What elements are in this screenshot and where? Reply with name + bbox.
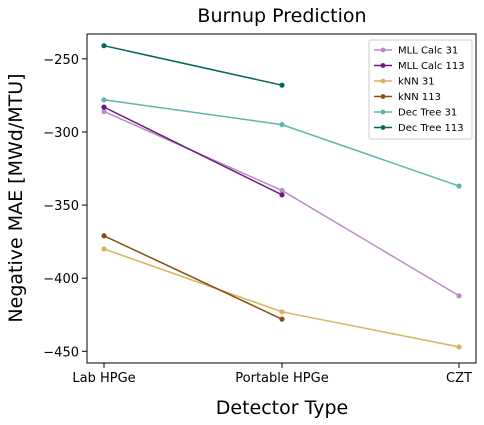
- y-axis: −250 −300 −350 −400 −450: [43, 53, 87, 360]
- data-point: [279, 192, 285, 198]
- data-point: [279, 316, 285, 322]
- data-point: [456, 344, 462, 350]
- y-tick-label: −250: [43, 53, 79, 68]
- legend-label: Dec Tree 31: [398, 108, 457, 119]
- chart-title: Burnup Prediction: [197, 5, 366, 27]
- data-point: [279, 309, 285, 315]
- y-axis-title: Negative MAE [MWd/MTU]: [5, 73, 27, 322]
- data-point: [456, 183, 462, 189]
- legend-label: Dec Tree 113: [398, 123, 464, 134]
- legend-marker: [380, 94, 386, 99]
- legend-label: kNN 31: [398, 77, 435, 88]
- legend-label: MLL Calc 31: [398, 46, 458, 57]
- legend-marker: [380, 125, 386, 130]
- series-line-3: [103, 235, 283, 320]
- data-point: [279, 187, 285, 194]
- x-axis: Lab HPGe Portable HPGe CZT: [72, 363, 472, 386]
- data-point: [101, 108, 107, 115]
- y-tick-label: −400: [43, 272, 79, 287]
- legend-label: MLL Calc 113: [398, 61, 465, 72]
- data-point: [101, 43, 107, 49]
- y-tick-label: −350: [43, 199, 79, 214]
- x-tick-label: CZT: [446, 371, 472, 386]
- data-point: [456, 293, 462, 299]
- data-point: [279, 82, 285, 88]
- plot-area: [101, 43, 462, 350]
- legend-box: [368, 39, 473, 140]
- legend-marker: [380, 109, 386, 115]
- series-line-1: [103, 106, 283, 196]
- data-point: [101, 104, 107, 110]
- y-tick-label: −300: [43, 126, 79, 141]
- legend-label: kNN 113: [398, 92, 441, 103]
- x-tick-label: Lab HPGe: [72, 371, 135, 386]
- legend: MLL Calc 31 MLL Calc 113 kNN 31 kNN 113 Dec …: [368, 39, 473, 140]
- legend-marker: [380, 78, 386, 84]
- x-axis-title: Detector Type: [216, 397, 348, 419]
- y-tick-label: −450: [43, 345, 79, 360]
- data-point: [101, 233, 107, 239]
- series-line-5: [103, 44, 283, 86]
- x-tick-label: Portable HPGe: [235, 371, 328, 386]
- data-point: [101, 246, 107, 252]
- data-point: [279, 122, 285, 128]
- legend-marker: [380, 47, 386, 53]
- legend-marker: [380, 63, 386, 68]
- data-point: [101, 97, 107, 103]
